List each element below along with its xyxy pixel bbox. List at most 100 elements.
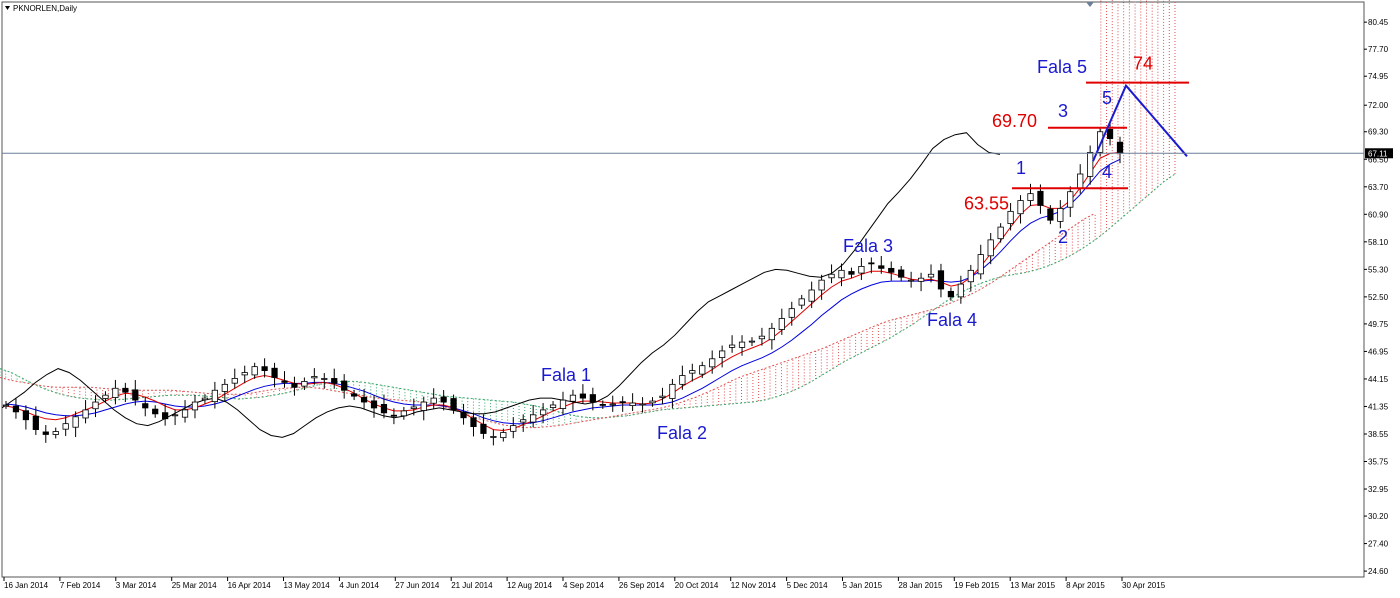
x-tick-label: 21 Jul 2014	[451, 581, 493, 590]
candle-up	[977, 254, 984, 275]
candle-up	[1007, 210, 1014, 224]
candle-up	[629, 402, 636, 406]
candle-up	[549, 404, 557, 408]
sub-wave-label-4: 4	[1102, 162, 1112, 182]
y-tick-label: 69.30	[1368, 128, 1389, 137]
x-tick-label: 19 Feb 2015	[954, 581, 999, 590]
candle-down	[450, 398, 457, 411]
candle-down	[470, 417, 477, 428]
x-tick-label: 12 Nov 2014	[731, 581, 777, 590]
y-tick-label: 74.95	[1368, 72, 1389, 81]
candle-down	[898, 269, 905, 278]
wave-label-2: Fala 2	[657, 423, 707, 443]
senkou-span-b-line	[0, 212, 1096, 429]
candle-up	[500, 432, 507, 439]
y-tick-label: 77.70	[1368, 45, 1389, 54]
price-axis: 80.45 77.70 74.95 72.00 69.30 66.50 63.70 60.90…	[1364, 18, 1389, 576]
candle-up	[52, 431, 59, 435]
x-tick-label: 3 Mar 2014	[116, 581, 157, 590]
x-tick-label: 26 Sep 2014	[619, 581, 665, 590]
candle-up	[2, 404, 10, 407]
candle-down	[162, 412, 169, 420]
candle-down	[848, 271, 855, 275]
x-tick-label: 4 Sep 2014	[563, 581, 604, 590]
candle-down	[599, 404, 606, 406]
scroll-marker-icon[interactable]	[1086, 2, 1094, 7]
candle-up	[490, 436, 497, 438]
candle-down	[351, 393, 358, 397]
candle-up	[917, 277, 925, 282]
y-tick-label: 60.90	[1368, 210, 1389, 219]
candle-down	[380, 404, 388, 414]
candle-down	[32, 415, 39, 430]
y-tick-label: 30.20	[1368, 512, 1389, 521]
candle-up	[858, 266, 865, 274]
candle-down	[132, 389, 139, 401]
candle-up	[72, 416, 79, 428]
candle-up	[808, 289, 815, 302]
candle-down	[291, 383, 298, 388]
candle-up	[102, 394, 109, 399]
candle-up	[1067, 191, 1074, 208]
y-tick-label: 72.00	[1368, 101, 1389, 110]
candle-down	[142, 403, 149, 409]
y-tick-label: 32.95	[1368, 485, 1389, 494]
y-tick-label: 52.50	[1368, 293, 1389, 302]
candle-down	[360, 396, 368, 403]
candle-up	[92, 401, 99, 410]
candle-up	[400, 410, 407, 417]
candle-up	[241, 372, 248, 376]
candle-up	[112, 387, 119, 398]
candle-up	[62, 423, 69, 430]
candle-up	[689, 370, 696, 374]
candle-down	[1037, 190, 1044, 206]
candle-up	[1077, 173, 1084, 189]
y-tick-label: 38.55	[1368, 430, 1389, 439]
candle-up	[967, 269, 974, 283]
candle-up	[1027, 193, 1034, 201]
candle-up	[1017, 200, 1024, 215]
x-tick-label: 28 Jan 2015	[898, 581, 943, 590]
candle-down	[589, 394, 596, 403]
candle-up	[908, 279, 915, 282]
candle-up	[659, 395, 666, 398]
wave-label-3: Fala 3	[843, 236, 893, 256]
candle-up	[679, 375, 686, 385]
y-tick-label: 24.60	[1368, 567, 1389, 576]
candle-down	[888, 267, 895, 273]
candle-down	[1047, 208, 1054, 221]
candle-up	[530, 414, 537, 423]
wave-5-projection	[1092, 83, 1188, 162]
candle-down	[947, 290, 955, 298]
x-tick-label: 30 Apr 2015	[1122, 581, 1166, 590]
x-tick-label: 5 Dec 2014	[787, 581, 828, 590]
annotations: 63.55 69.70 74 Fala 1 Fala 2 Fala 3 Fala 4 Fala…	[541, 54, 1189, 443]
candle-up	[719, 350, 726, 359]
wave-label-4: Fala 4	[927, 310, 977, 330]
candle-up	[301, 381, 308, 387]
x-tick-label: 12 Aug 2014	[507, 581, 552, 590]
candle-up	[997, 226, 1004, 240]
candle-down	[619, 401, 626, 404]
x-tick-label: 16 Apr 2014	[228, 581, 272, 590]
triangle-down-icon[interactable]	[5, 6, 10, 10]
candle-down	[331, 378, 338, 384]
candle-up	[818, 279, 825, 291]
candle-up	[758, 335, 766, 340]
candle-down	[579, 393, 587, 399]
candle-up	[1087, 151, 1094, 177]
candle-down	[12, 405, 20, 413]
candle-up	[828, 273, 835, 279]
y-tick-label: 41.35	[1368, 402, 1389, 411]
wave-label-1: Fala 1	[541, 365, 591, 385]
x-tick-label: 16 Jan 2014	[4, 581, 49, 590]
candle-up	[311, 376, 318, 379]
candle-down	[261, 366, 268, 371]
candle-up	[251, 366, 258, 376]
candle-up	[798, 298, 805, 306]
candle-up	[410, 406, 417, 409]
candle-up	[539, 409, 547, 416]
